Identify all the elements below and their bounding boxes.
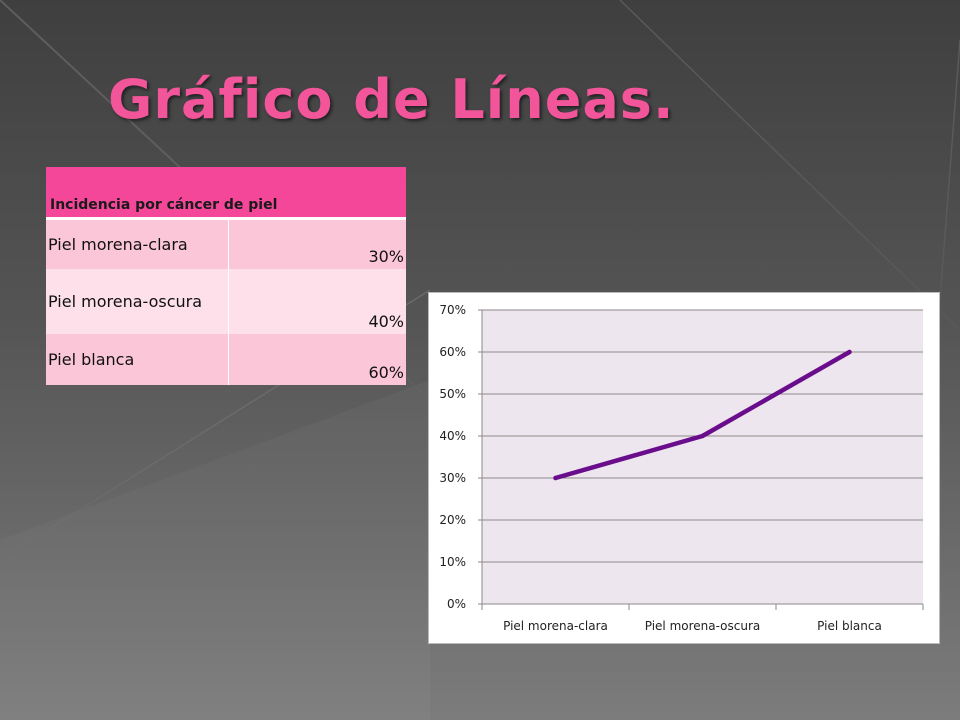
row-label: Piel blanca — [46, 334, 229, 385]
chart-svg: 0% 10% 20% 30% 40% 50% 60% 70% Piel morena-clara… — [439, 303, 924, 633]
row-label: Piel morena-oscura — [46, 269, 229, 334]
y-tick-label: 40% — [439, 429, 466, 443]
y-tick-label: 50% — [439, 387, 466, 401]
table-row: Piel blanca 60% — [46, 334, 406, 385]
table-header: Incidencia por cáncer de piel — [46, 167, 406, 220]
slide-title: Gráfico de Líneas. — [108, 68, 675, 131]
data-point — [553, 475, 558, 481]
line-chart: 0% 10% 20% 30% 40% 50% 60% 70% Piel morena-clara… — [428, 292, 940, 644]
y-tick-label: 20% — [439, 513, 466, 527]
y-tick-label: 70% — [439, 303, 466, 317]
data-point — [847, 349, 852, 355]
y-tick-label: 30% — [439, 471, 466, 485]
y-tick-label: 0% — [447, 597, 466, 611]
data-point — [700, 433, 705, 439]
row-label: Piel morena-clara — [46, 218, 229, 269]
table-row: Piel morena-oscura 40% — [46, 269, 406, 334]
x-tick-label: Piel blanca — [817, 619, 882, 633]
y-tick-label: 60% — [439, 345, 466, 359]
x-tick-label: Piel morena-oscura — [645, 619, 761, 633]
plot-area — [482, 310, 923, 604]
row-value: 60% — [228, 334, 406, 385]
row-value: 40% — [228, 269, 406, 334]
table-row: Piel morena-clara 30% — [46, 218, 406, 269]
x-tick-label: Piel morena-clara — [503, 619, 608, 633]
y-tick-label: 10% — [439, 555, 466, 569]
row-value: 30% — [228, 218, 406, 269]
incidence-table: Incidencia por cáncer de piel Piel moren… — [46, 167, 406, 385]
